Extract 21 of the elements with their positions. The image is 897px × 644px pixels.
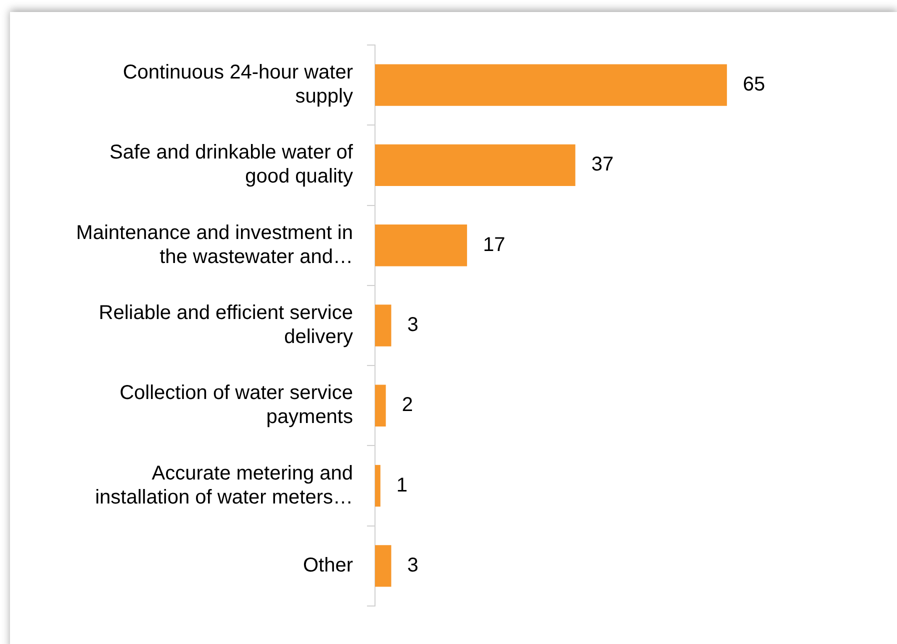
y-tick-label: Accurate metering and installation of water meters… [95, 462, 353, 508]
data-label: 65 [742, 74, 766, 96]
y-tick-label: Continuous 24-hour water supply [122, 62, 354, 108]
data-label: 17 [483, 234, 506, 256]
data-label: 3 [407, 554, 418, 576]
y-tick-label: Collection of water service payments [120, 382, 353, 428]
y-tick-label: Other [302, 554, 354, 576]
data-label: 37 [591, 154, 614, 176]
data-label: 3 [407, 314, 418, 336]
bar [375, 64, 727, 106]
bar [375, 384, 386, 426]
y-tick-label: Reliable and efficient service delivery [98, 302, 353, 348]
bar [375, 464, 380, 507]
bar [375, 144, 576, 186]
data-label: 2 [402, 394, 413, 416]
y-tick-label: Safe and drinkable water of good quality [110, 142, 354, 188]
bar [375, 304, 392, 346]
bar [375, 545, 392, 587]
bar [375, 224, 468, 266]
data-label: 1 [396, 474, 408, 496]
y-tick-label: Maintenance and investment in the wastewater and… [76, 222, 353, 268]
